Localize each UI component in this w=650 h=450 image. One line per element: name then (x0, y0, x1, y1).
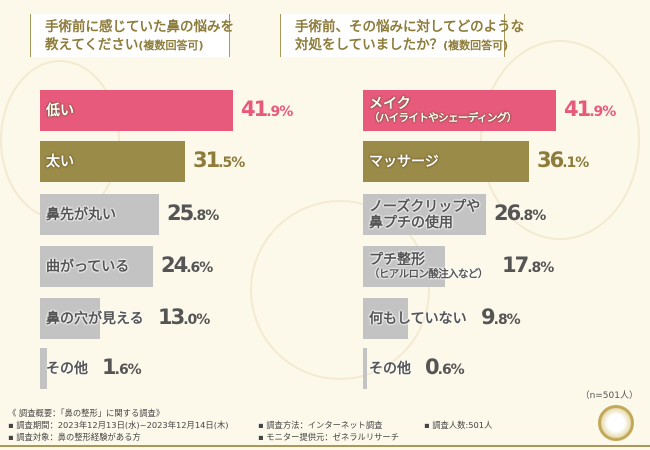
right-question-title: 手術前、その悩みに対してどのような 対処をしていましたか？(複数回答可) (280, 14, 525, 57)
label-main: 太い (46, 153, 74, 170)
label-sub: 鼻プチの使用 (369, 214, 453, 231)
survey-method: ▪ 調査方法：インターネット調査 (258, 420, 383, 430)
value-dec: .0% (183, 312, 210, 328)
title-note: (複数回答可) (443, 39, 509, 52)
bar-value: 0.6% (425, 355, 465, 379)
bar (363, 90, 556, 131)
title-line: 手術前に感じていた鼻の悩みを (45, 19, 234, 35)
bar-value: 9.8% (481, 305, 521, 329)
label-main: プチ整形 (369, 252, 425, 268)
bar (40, 298, 100, 339)
title-line: 手術前、その悩みに対してどのような (295, 19, 525, 35)
background-pattern (250, 200, 430, 380)
bar-value: 41.9% (564, 97, 616, 121)
value-dec: .6% (437, 362, 465, 378)
bar-value: 13.0% (158, 305, 210, 329)
bar-label: 太い (46, 141, 74, 182)
label-main: 曲がっている (46, 258, 130, 275)
value-int: 31 (193, 148, 220, 172)
label-sub: （ヒアルロン酸注入など） (369, 268, 488, 280)
value-int: 17 (502, 253, 529, 277)
sample-size: （n=501人） (580, 391, 638, 401)
label-main: 鼻先が丸い (46, 206, 116, 223)
bar-value: 17.8% (502, 253, 554, 277)
background-pattern (480, 40, 640, 240)
bar-value: 25.8% (167, 201, 219, 225)
title-note: (複数回答可) (138, 39, 204, 52)
bar (40, 90, 233, 131)
title-line: 対処をしていましたか？ (295, 37, 444, 53)
bar-value: 31.5% (193, 148, 245, 172)
bar-value: 26.8% (494, 201, 546, 225)
value-dec: .1% (562, 155, 589, 171)
label-sub: （ハイライトやシェーディング） (369, 112, 517, 124)
bar-label: マッサージ (369, 141, 439, 182)
bar-label: 曲がっている (46, 246, 129, 287)
bar-label: その他 (369, 348, 411, 389)
bar-label: 低い (46, 90, 74, 131)
value-dec: .5% (218, 155, 245, 171)
value-int: 1 (102, 355, 117, 379)
value-int: 0 (425, 355, 440, 379)
footer-count: ▪ 調査人数:501人 (424, 420, 493, 430)
bar-label: プチ整形 （ヒアルロン酸注入など） (369, 246, 488, 287)
bar (363, 348, 367, 389)
survey-target: ▪ 調査対象：鼻の整形経験がある方 (8, 432, 141, 442)
label-main: その他 (369, 360, 411, 377)
value-int: 9 (481, 305, 496, 329)
footer-left: 《 調査概要：「鼻の整形」に関する調査》 ▪ 調査期間：2023年12月13日(… (8, 407, 228, 443)
footer-divider (0, 445, 650, 447)
bar-value: 36.1% (537, 148, 589, 172)
label-main: 低い (46, 102, 74, 119)
label-main: 何もしていない (369, 310, 467, 327)
label-main: その他 (46, 360, 88, 377)
value-dec: .8% (519, 208, 546, 224)
title-line: 教えてください (45, 37, 139, 53)
value-dec: .9% (589, 104, 616, 120)
brand-logo (598, 405, 634, 441)
label-main: マッサージ (369, 153, 439, 170)
value-dec: .8% (527, 260, 554, 276)
bar (40, 194, 159, 235)
bar (363, 246, 445, 287)
value-int: 24 (161, 253, 188, 277)
footer-middle: ▪ 調査方法：インターネット調査 ▪ モニター提供元：ゼネラルリサーチ (258, 419, 399, 443)
value-dec: .6% (114, 362, 142, 378)
bar (40, 141, 185, 182)
survey-period: ▪ 調査期間：2023年12月13日(水)~2023年12月14日(木) (8, 420, 229, 430)
value-int: 36 (537, 148, 564, 172)
bar (40, 348, 48, 389)
bar (363, 298, 409, 339)
value-dec: .6% (186, 260, 213, 276)
value-int: 13 (158, 305, 185, 329)
survey-provider: ▪ モニター提供元：ゼネラルリサーチ (258, 432, 400, 442)
bar (363, 141, 530, 182)
bar-label: 何もしていない (369, 298, 467, 339)
value-int: 25 (167, 201, 194, 225)
value-int: 26 (494, 201, 521, 225)
bar-value: 41.9% (241, 97, 293, 121)
value-int: 41 (564, 97, 591, 121)
bar-label: その他 (46, 348, 88, 389)
left-question-title: 手術前に感じていた鼻の悩みを 教えてください(複数回答可) (30, 14, 234, 57)
value-int: 41 (241, 97, 268, 121)
bar-value: 24.6% (161, 253, 213, 277)
label-main: メイク (369, 96, 411, 112)
label-main: ノーズクリップや (369, 198, 481, 215)
bar-label: 鼻の穴が見える (46, 298, 144, 339)
bar-value: 1.6% (102, 355, 142, 379)
survey-overview: 《 調査概要：「鼻の整形」に関する調査》 (8, 408, 165, 418)
value-dec: .8% (493, 312, 521, 328)
bar-label: ノーズクリップや 鼻プチの使用 (369, 194, 480, 235)
bar (40, 246, 154, 287)
bar (363, 194, 487, 235)
label-main: 鼻の穴が見える (46, 310, 144, 327)
value-dec: .8% (192, 208, 219, 224)
bar-label: 鼻先が丸い (46, 194, 116, 235)
value-dec: .9% (266, 104, 293, 120)
bar-label: メイク （ハイライトやシェーディング） (369, 90, 517, 131)
